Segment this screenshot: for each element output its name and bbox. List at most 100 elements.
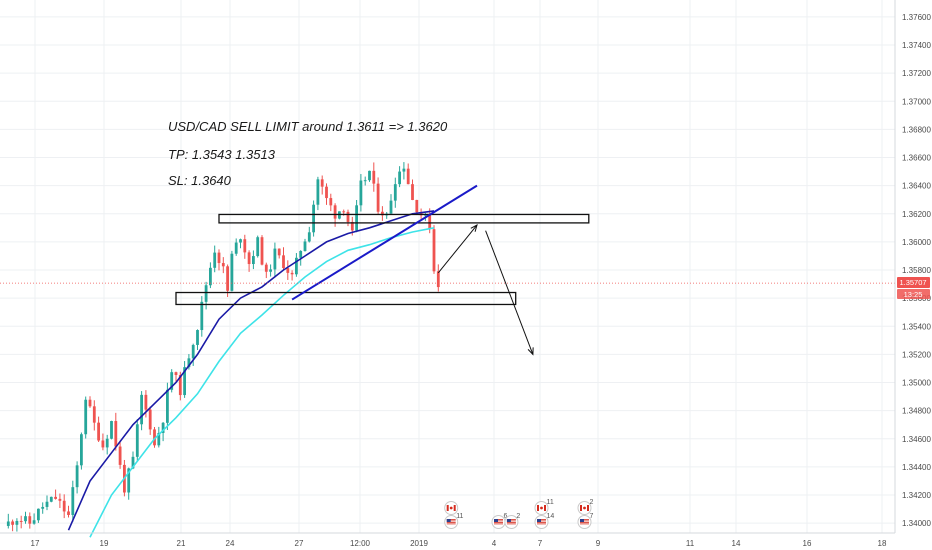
candle-body[interactable]: [45, 501, 49, 507]
candle-body[interactable]: [295, 257, 298, 275]
canada-flag-icon[interactable]: 2: [577, 499, 594, 515]
candle-body[interactable]: [118, 446, 122, 465]
us-flag-icon[interactable]: 7: [577, 513, 594, 529]
candle-body[interactable]: [372, 170, 376, 184]
candle-body[interactable]: [204, 285, 208, 302]
annotation-block[interactable]: USD/CAD SELL LIMIT around 1.3611 => 1.36…: [168, 119, 448, 188]
canada-flag-icon[interactable]: [444, 501, 459, 515]
candle-body[interactable]: [28, 516, 32, 524]
economic-events[interactable]: 11 6 2 11 14 2 7: [444, 499, 594, 529]
candle-body[interactable]: [325, 186, 328, 199]
candle-body[interactable]: [148, 409, 152, 430]
candle-body[interactable]: [256, 237, 260, 257]
candle-body[interactable]: [19, 520, 23, 522]
candle-body[interactable]: [368, 170, 371, 181]
candle-body[interactable]: [307, 232, 311, 242]
candle-body[interactable]: [217, 252, 221, 264]
candle-body[interactable]: [376, 183, 380, 212]
candle-body[interactable]: [110, 421, 113, 439]
candle-body[interactable]: [290, 272, 294, 275]
candle-body[interactable]: [11, 521, 14, 525]
annotation-stop-loss[interactable]: SL: 1.3640: [168, 173, 232, 188]
candle-body[interactable]: [41, 506, 45, 509]
candle-body[interactable]: [24, 516, 27, 522]
candle-body[interactable]: [75, 465, 79, 488]
annotation-take-profit[interactable]: TP: 1.3543 1.3513: [168, 147, 276, 162]
candle-body[interactable]: [196, 330, 199, 345]
candle-body[interactable]: [303, 241, 307, 251]
candle-body[interactable]: [226, 266, 229, 291]
candle-body[interactable]: [243, 239, 247, 253]
candle-body[interactable]: [230, 253, 234, 291]
candle-body[interactable]: [350, 221, 354, 231]
candle-body[interactable]: [153, 429, 156, 446]
projection-arrow-up[interactable]: [437, 224, 478, 274]
candle-body[interactable]: [252, 256, 255, 265]
candle-body[interactable]: [342, 211, 346, 213]
candle-body[interactable]: [419, 212, 423, 216]
candle-body[interactable]: [329, 198, 333, 206]
candle-body[interactable]: [247, 252, 251, 265]
candle-body[interactable]: [101, 440, 105, 448]
candle-body[interactable]: [161, 422, 165, 433]
candle-body[interactable]: [58, 498, 62, 501]
canada-flag-icon[interactable]: 11: [534, 499, 554, 515]
candle-body[interactable]: [127, 468, 131, 493]
candle-body[interactable]: [67, 511, 70, 515]
us-flag-icon[interactable]: 11: [444, 513, 464, 529]
candle-body[interactable]: [402, 168, 406, 172]
candle-body[interactable]: [286, 268, 290, 273]
candle-body[interactable]: [393, 184, 397, 201]
candle-body[interactable]: [428, 214, 432, 230]
candle-body[interactable]: [170, 372, 174, 390]
candle-body[interactable]: [312, 204, 315, 233]
candle-body[interactable]: [282, 255, 285, 269]
candle-body[interactable]: [200, 301, 204, 331]
candle-body[interactable]: [54, 496, 57, 499]
us-flag-icon[interactable]: 2: [504, 513, 521, 529]
candle-body[interactable]: [239, 239, 242, 243]
candle-body[interactable]: [363, 180, 367, 182]
candle-body[interactable]: [406, 168, 410, 185]
support-zone[interactable]: [175, 291, 517, 306]
candle-body[interactable]: [316, 179, 320, 205]
candle-body[interactable]: [71, 487, 75, 515]
resistance-zone[interactable]: [218, 213, 590, 224]
candle-body[interactable]: [277, 248, 281, 256]
candle-body[interactable]: [183, 367, 186, 396]
annotation-sell-limit[interactable]: USD/CAD SELL LIMIT around 1.3611 => 1.36…: [168, 119, 448, 134]
candle-body[interactable]: [32, 520, 36, 524]
candle-body[interactable]: [389, 200, 393, 214]
candle-body[interactable]: [157, 432, 161, 446]
projection-arrow-down[interactable]: [485, 230, 534, 355]
candle-body[interactable]: [411, 184, 414, 200]
candle-body[interactable]: [398, 171, 401, 185]
us-flag-icon[interactable]: 14: [534, 513, 554, 529]
candle-body[interactable]: [264, 264, 268, 272]
candle-body[interactable]: [62, 500, 66, 512]
candle-body[interactable]: [174, 372, 178, 376]
candle-body[interactable]: [415, 199, 419, 213]
candle-body[interactable]: [191, 344, 195, 359]
candle-body[interactable]: [49, 496, 53, 502]
candle-body[interactable]: [92, 406, 96, 423]
candle-body[interactable]: [37, 508, 40, 521]
candle-body[interactable]: [234, 242, 238, 254]
candle-body[interactable]: [221, 263, 225, 267]
candle-body[interactable]: [359, 180, 363, 206]
candle-body[interactable]: [140, 394, 143, 425]
candle-body[interactable]: [209, 267, 212, 286]
candle-body[interactable]: [320, 179, 324, 187]
candle-body[interactable]: [105, 438, 109, 448]
candle-body[interactable]: [88, 399, 92, 407]
candle-body[interactable]: [166, 389, 169, 423]
candle-body[interactable]: [178, 375, 182, 396]
candle-body[interactable]: [135, 424, 139, 457]
candle-body[interactable]: [6, 521, 10, 526]
trendline[interactable]: [291, 184, 478, 301]
candle-body[interactable]: [213, 252, 217, 268]
candle-body[interactable]: [273, 248, 277, 270]
drawings[interactable]: [0, 184, 895, 356]
candle-body[interactable]: [15, 520, 19, 525]
